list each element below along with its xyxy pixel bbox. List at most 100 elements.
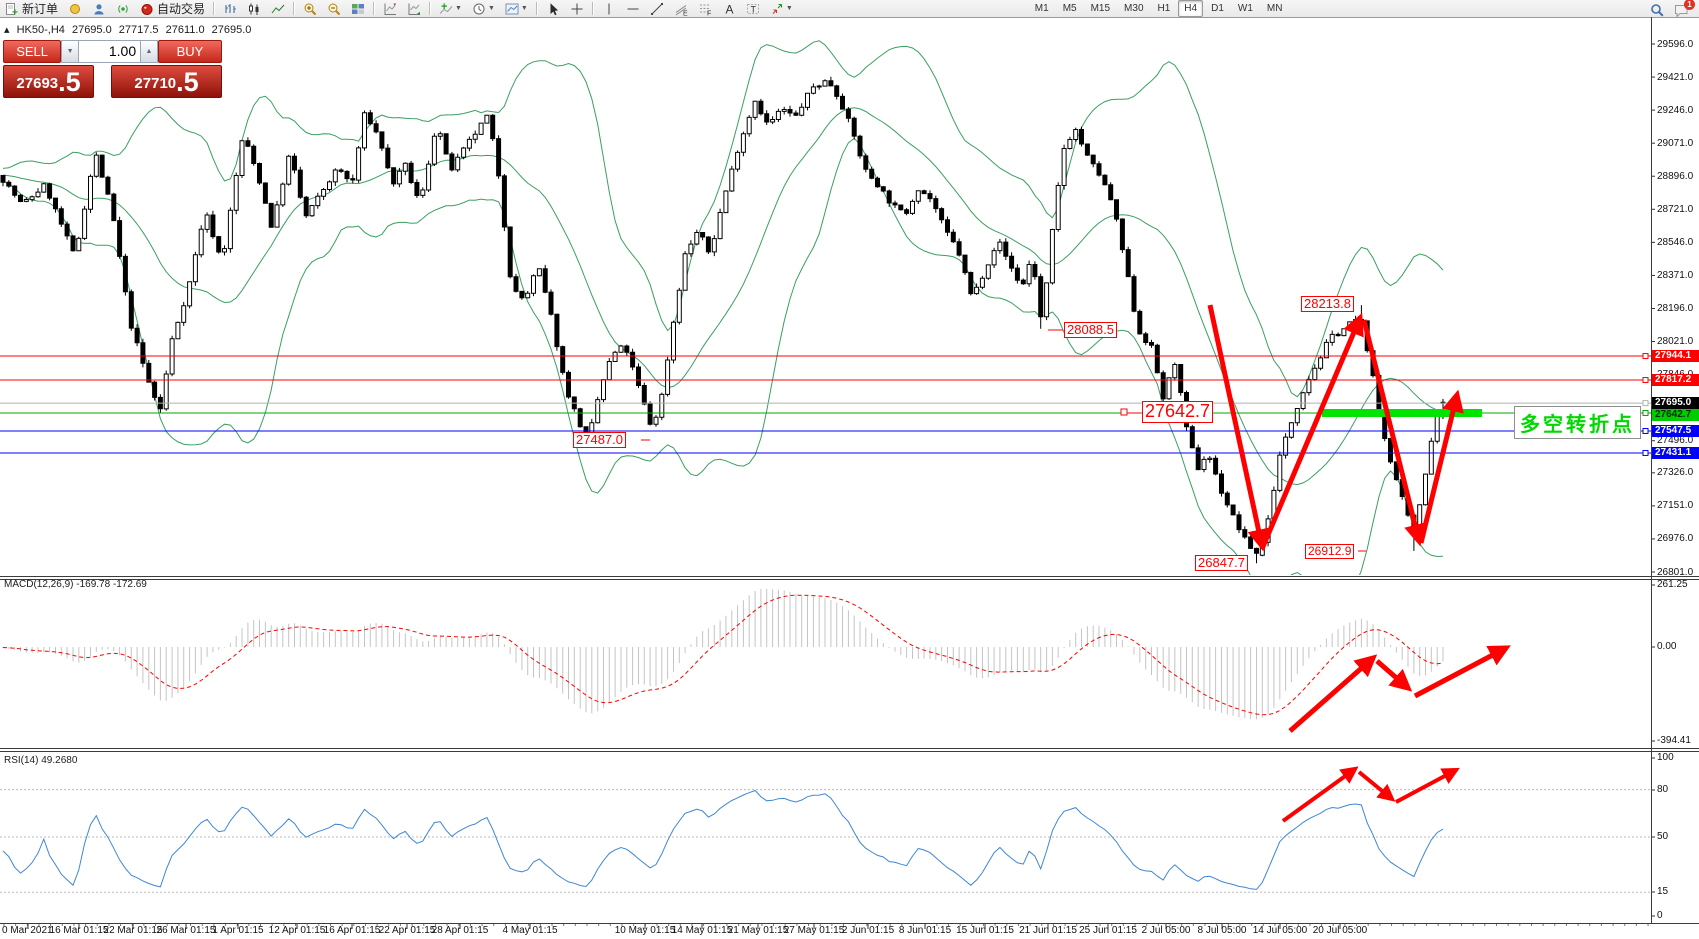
dropdown-arrow-icon[interactable]: ▼ (520, 5, 528, 12)
price-pane[interactable] (0, 40, 1446, 604)
trend-arrow[interactable] (1418, 389, 1464, 544)
price-tag[interactable]: 26912.9 (1305, 544, 1355, 560)
text-button[interactable]: A (718, 0, 740, 17)
new-order-icon: + (5, 2, 19, 18)
time-axis-label: 22 Mar 01:15 (103, 925, 163, 936)
chart-shift-button[interactable] (379, 0, 401, 17)
price-tag[interactable]: 28213.8 (1301, 296, 1354, 313)
rsi-pane[interactable] (0, 766, 1651, 893)
funds-icon (68, 2, 82, 16)
timeframe-m1-button[interactable]: M1 (1034, 3, 1049, 14)
collapse-icon[interactable]: ▴ (4, 24, 10, 36)
auto-scroll-button[interactable] (403, 0, 425, 17)
time-axis-label: 8 Jun 01:15 (898, 925, 952, 936)
trendline-button[interactable] (646, 0, 668, 17)
toolbar-separator (535, 2, 538, 15)
cursor-button[interactable] (542, 0, 564, 17)
sell-price-panel[interactable]: 27693.5 (3, 65, 95, 98)
profile-icon (92, 2, 106, 16)
level-line-handle[interactable] (1642, 377, 1649, 384)
rsi-trend-arrow[interactable] (1281, 766, 1359, 823)
pane-divider[interactable] (0, 748, 1699, 749)
auto-trading-button[interactable]: 自动交易 (136, 0, 209, 17)
bollinger-lower-band[interactable] (2, 137, 1444, 604)
timeframe-m30-button[interactable]: M30 (1124, 3, 1144, 14)
dropdown-arrow-icon[interactable]: ▼ (455, 5, 462, 12)
periods-button[interactable]: ▼ (468, 0, 499, 17)
bollinger-middle-band[interactable] (2, 107, 1444, 486)
indicators-button[interactable]: + ▼ (435, 0, 466, 17)
macd-histogram (2, 589, 1444, 720)
svg-text:+: + (12, 7, 18, 16)
trend-arrow[interactable] (1361, 319, 1426, 547)
rsi-trend-arrow[interactable] (1357, 770, 1396, 802)
funds-button[interactable] (64, 0, 86, 17)
timeframe-d1-button[interactable]: D1 (1211, 3, 1224, 14)
buy-button[interactable]: BUY (157, 40, 222, 63)
bar-chart-button[interactable] (219, 0, 241, 17)
crosshair-button[interactable] (566, 0, 588, 17)
horizontal-line-button[interactable] (622, 0, 644, 17)
vertical-line-button[interactable] (598, 0, 620, 17)
toolbar-separator (591, 2, 594, 15)
timeframe-h4-button[interactable]: H4 (1178, 0, 1204, 17)
timeframe-m5-button[interactable]: M5 (1062, 3, 1077, 14)
support-zone-bar[interactable] (1322, 408, 1482, 417)
price-tag[interactable]: 28088.5 (1064, 322, 1117, 339)
rsi-trend-arrow[interactable] (1395, 767, 1460, 804)
buy-price-panel[interactable]: 27710.5 (111, 65, 222, 98)
text-label-button[interactable]: T (742, 0, 764, 17)
price-axis-label: 27496.0 (1657, 435, 1694, 447)
signals-button[interactable] (112, 0, 134, 17)
templates-icon (505, 2, 519, 16)
macd-trend-arrow[interactable] (1413, 645, 1511, 699)
time-axis-label: 25 Jun 01:15 (1079, 925, 1137, 936)
dropdown-arrow-icon[interactable]: ▼ (785, 5, 793, 12)
zoom-out-button[interactable] (323, 0, 345, 17)
price-tag[interactable]: 27487.0 (573, 432, 626, 449)
level-line-handle[interactable] (1642, 449, 1649, 456)
toolbar-separator (213, 2, 216, 15)
level-line-handle[interactable] (1642, 409, 1649, 416)
timeframe-h1-button[interactable]: H1 (1157, 3, 1171, 14)
timeframe-w1-button[interactable]: W1 (1237, 3, 1253, 14)
timeframe-m15-button[interactable]: M15 (1090, 3, 1111, 14)
price-tag[interactable]: 26847.7 (1195, 555, 1248, 572)
trend-arrow[interactable] (1207, 304, 1270, 552)
level-line-handle[interactable] (1642, 427, 1649, 434)
search-button[interactable] (1646, 1, 1668, 18)
macd-trend-arrow[interactable] (1375, 659, 1413, 692)
trend-arrow[interactable] (1259, 312, 1364, 550)
fibonacci-retracement-button[interactable]: F (694, 0, 716, 17)
line-chart-button[interactable] (267, 0, 289, 17)
equidistant-channel-button[interactable]: E (670, 0, 692, 17)
zoom-in-button[interactable] (299, 0, 321, 17)
new-order-button[interactable]: + 新订单 (1, 0, 62, 18)
macd-indicator-label: MACD(12,26,9) -169.78 -172.69 (4, 579, 147, 590)
macd-pane[interactable] (2, 589, 1511, 733)
macd-trend-arrow[interactable] (1288, 654, 1378, 733)
tile-windows-button[interactable] (347, 0, 369, 17)
level-line-handle[interactable] (1642, 353, 1649, 360)
arrows-button[interactable]: ▼ (766, 0, 797, 17)
price-tag[interactable]: 27642.7 (1142, 401, 1214, 423)
volume-decrease-button[interactable]: ▼ (61, 40, 79, 63)
level-line-handle[interactable] (1642, 400, 1649, 407)
svg-text:+: + (441, 2, 447, 13)
price-marker-box: 27695.0 (1652, 397, 1699, 409)
turning-point-note[interactable]: 多空转折点 (1514, 406, 1641, 439)
profile-button[interactable] (88, 0, 110, 17)
volume-input[interactable]: 1.00 (78, 40, 141, 63)
pane-divider[interactable] (0, 576, 1699, 577)
candlestick-chart-button[interactable] (243, 0, 265, 17)
time-axis-label: 21 Jun 01:15 (1019, 925, 1077, 936)
price-axis-label: 29421.0 (1657, 71, 1694, 83)
timeframe-mn-button[interactable]: MN (1266, 3, 1283, 14)
templates-button[interactable]: ▼ (501, 0, 532, 17)
bollinger-upper-band[interactable] (2, 40, 1444, 398)
volume-increase-button[interactable]: ▲ (140, 40, 158, 63)
notifications-button[interactable]: 1 (1670, 0, 1695, 18)
sell-button[interactable]: SELL (3, 40, 62, 63)
dropdown-arrow-icon[interactable]: ▼ (487, 5, 495, 12)
